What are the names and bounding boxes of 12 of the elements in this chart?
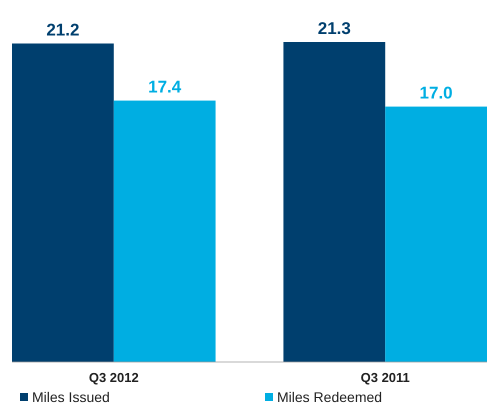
bar: [385, 106, 487, 362]
data-label: 21.3: [318, 19, 351, 38]
data-label: 21.2: [46, 20, 80, 40]
bar: [12, 44, 114, 362]
data-label: 17.0: [420, 84, 453, 103]
legend-label: Miles Issued: [32, 389, 110, 405]
bar: [283, 42, 386, 362]
x-tick-label: Q3 2011: [360, 370, 410, 385]
data-label: 17.4: [148, 78, 182, 97]
legend-label: Miles Redeemed: [277, 389, 382, 405]
bar: [114, 100, 216, 362]
x-tick-label: Q3 2012: [88, 370, 139, 385]
